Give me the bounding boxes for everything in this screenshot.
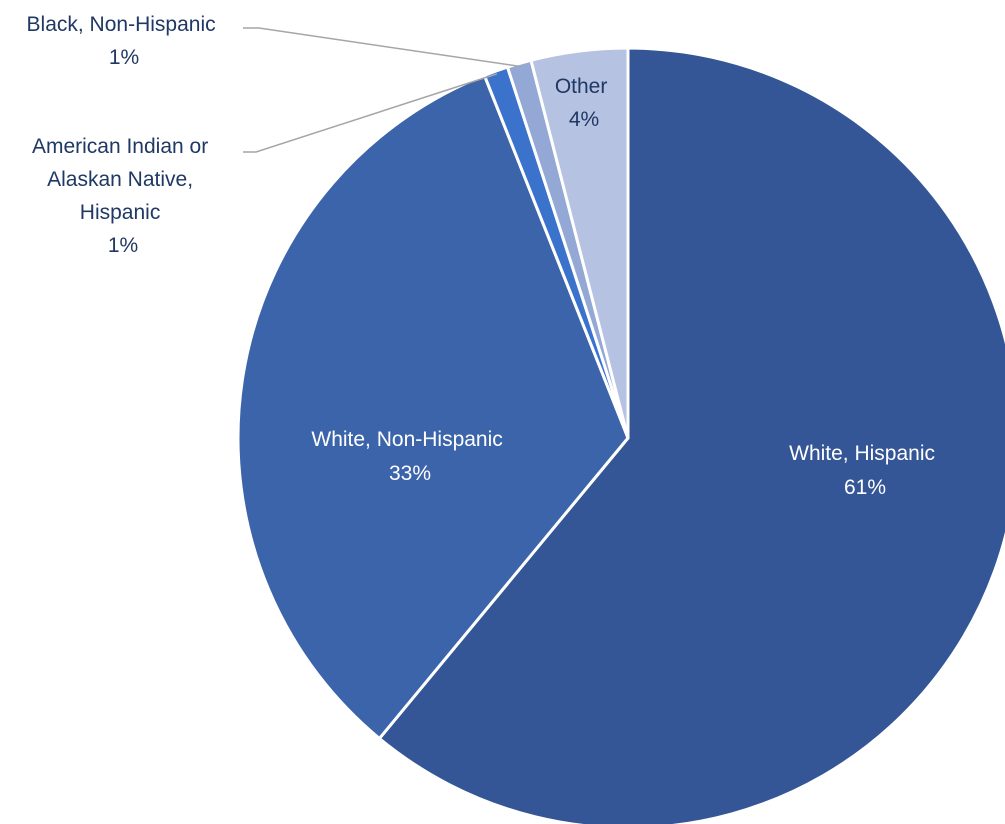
data-label-white-non-hispanic-value: 33% xyxy=(389,462,431,485)
data-label-black-non-hispanic-value: 1% xyxy=(109,46,139,69)
data-label-white-non-hispanic-name: White, Non-Hispanic xyxy=(311,428,502,451)
leader-line-american-indian-hispanic xyxy=(243,73,498,153)
data-label-black-non-hispanic: Black, Non-Hispanic 1% xyxy=(27,13,222,69)
data-labels: White, Hispanic 61% White, Non-Hispanic … xyxy=(27,13,941,499)
data-label-american-indian-hispanic: American Indian or Alaskan Native, Hispa… xyxy=(32,135,214,257)
data-label-white-hispanic-value: 61% xyxy=(844,476,886,499)
data-label-white-non-hispanic: White, Non-Hispanic 33% xyxy=(311,428,508,485)
data-label-american-indian-hispanic-line1: American Indian or xyxy=(32,135,208,158)
data-label-american-indian-hispanic-line3: Hispanic xyxy=(80,201,161,224)
pie-slice-other xyxy=(529,46,630,440)
leader-line-black-non-hispanic xyxy=(243,27,521,68)
leader-lines xyxy=(243,27,521,153)
data-label-other-name: Other xyxy=(555,75,608,98)
pie-slice-white-hispanic xyxy=(377,46,1005,824)
data-label-other-value: 4% xyxy=(569,108,599,131)
data-label-other: Other 4% xyxy=(555,75,613,131)
pie-slice-white-non-hispanic xyxy=(236,73,630,740)
data-label-white-hispanic-name: White, Hispanic xyxy=(789,442,935,465)
data-label-white-hispanic: White, Hispanic 61% xyxy=(789,442,941,499)
data-label-american-indian-hispanic-value: 1% xyxy=(108,234,138,257)
pie-slices xyxy=(236,46,1005,824)
data-label-american-indian-hispanic-line2: Alaskan Native, xyxy=(47,168,193,191)
data-label-black-non-hispanic-name: Black, Non-Hispanic xyxy=(27,13,216,36)
